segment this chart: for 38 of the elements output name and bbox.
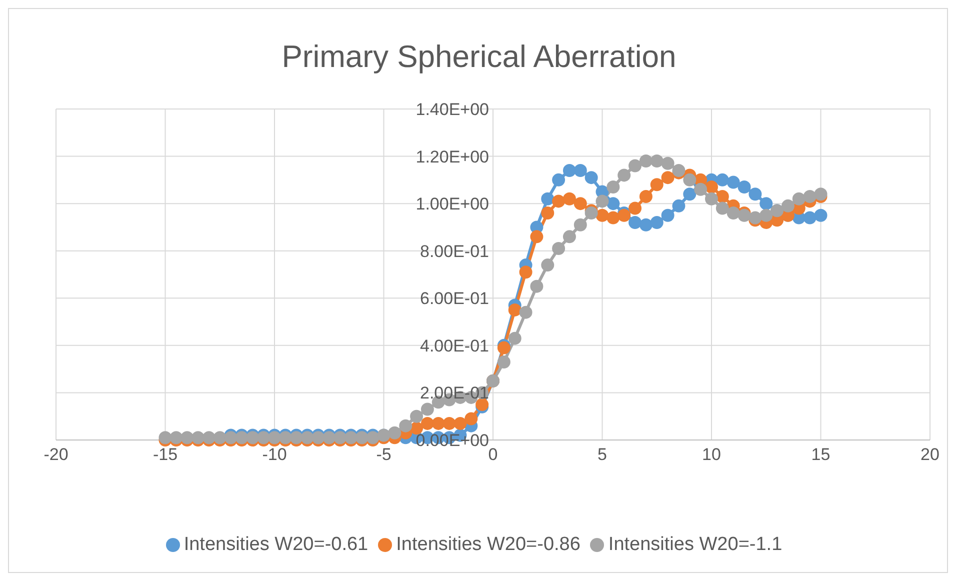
x-tick-label: 10 [702,445,721,464]
legend-label: Intensities W20=-1.1 [608,534,782,555]
point [650,216,664,229]
point [606,197,620,210]
x-tick-label: 15 [811,445,830,464]
point [672,199,686,212]
point [574,164,587,177]
y-tick-label: 4.00E-01 [420,336,489,356]
point [726,176,740,189]
y-tick-label: 6.00E-01 [420,289,489,308]
point [628,216,642,229]
point [716,173,729,186]
y-tick-label: 1.20E+00 [416,147,489,166]
point [562,164,576,177]
point [683,188,696,201]
y-tick-label: 1.40E+00 [416,100,489,119]
x-tick-label: -10 [262,445,287,464]
point [639,218,652,232]
point [661,208,674,222]
point [760,197,773,210]
y-tick-label: 8.00E-01 [420,242,489,261]
point [541,192,554,206]
x-tick-label: -15 [152,445,178,464]
y-tick-label: 1.00E+00 [416,194,489,214]
chart-title: Primary Spherical Aberration [280,39,678,75]
x-tick-label: -5 [376,445,392,464]
x-tick-label: -20 [44,445,68,464]
point [748,188,762,201]
point [584,171,598,184]
point [803,211,816,224]
x-tick-label: 20 [920,445,940,464]
point [552,173,566,186]
point [814,208,828,222]
legend-label: Intensities W20=-0.86 [396,534,580,555]
x-tick-label: 5 [598,445,607,464]
point [738,180,751,194]
legend-label: Intensities W20=-0.61 [184,534,368,555]
x-tick-label: 0 [488,445,498,464]
